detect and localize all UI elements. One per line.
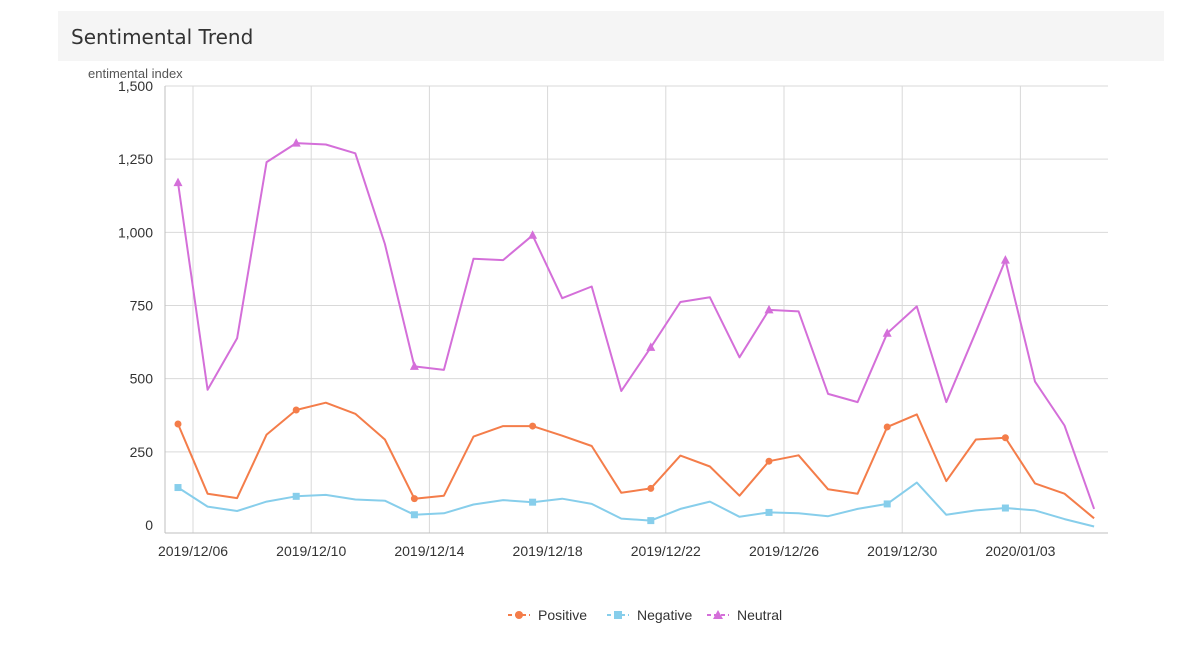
data-point-neutral (882, 328, 892, 337)
data-point-negative (1001, 504, 1009, 512)
x-tick-label: 2019/12/26 (749, 543, 819, 559)
legend-marker-triangle (713, 610, 723, 619)
x-tick-label: 2020/01/03 (985, 543, 1055, 559)
legend[interactable]: Positive Negative Neutral (508, 607, 782, 623)
y-tick-label: 250 (130, 444, 154, 460)
data-point-positive (410, 495, 418, 503)
series-line-neutral (177, 142, 1096, 510)
legend-label: Neutral (737, 607, 782, 623)
legend-item-negative[interactable]: Negative (607, 607, 692, 623)
legend-label: Negative (637, 607, 692, 623)
y-tick-label: 1,250 (118, 151, 153, 167)
legend-label: Positive (538, 607, 587, 623)
data-point-neutral (173, 177, 183, 187)
y-axis-label: entimental index (88, 66, 183, 81)
data-point-positive (174, 420, 182, 428)
data-point-neutral (1000, 255, 1010, 264)
data-point-negative (410, 511, 418, 519)
data-point-negative (647, 517, 655, 525)
x-tick-label: 2019/12/18 (513, 543, 583, 559)
grid (165, 85, 1108, 533)
data-point-neutral (409, 361, 419, 370)
data-point-negative (174, 484, 182, 492)
data-point-positive (292, 406, 300, 414)
y-tick-label: 500 (130, 371, 154, 387)
page-title: Sentimental Trend (71, 25, 254, 49)
y-tick-label: 750 (130, 298, 154, 314)
series-line-positive (177, 401, 1095, 520)
data-point-neutral (528, 230, 538, 239)
data-point-neutral (646, 342, 656, 351)
x-tick-label: 2019/12/14 (394, 543, 464, 559)
legend-marker-circle (515, 611, 523, 619)
series-line-negative (177, 481, 1095, 528)
x-axis: 2019/12/06 2019/12/10 2019/12/14 2019/12/18… (158, 532, 1108, 559)
y-axis: 0 250 500 750 1,000 1,250 1,500 (118, 78, 166, 533)
data-point-neutral (291, 138, 301, 147)
data-point-positive (1001, 434, 1009, 442)
data-point-neutral (764, 304, 774, 314)
data-point-negative (765, 508, 773, 516)
y-tick-label: 1,000 (118, 224, 153, 240)
panel-header: Sentimental Trend (58, 11, 1164, 61)
data-point-negative (529, 498, 537, 506)
legend-item-positive[interactable]: Positive (508, 607, 587, 623)
y-tick-label: 1,500 (118, 78, 153, 94)
data-point-positive (647, 484, 655, 492)
data-point-positive (765, 457, 773, 465)
x-tick-label: 2019/12/22 (631, 543, 701, 559)
data-point-negative (883, 500, 891, 508)
x-tick-label: 2019/12/06 (158, 543, 228, 559)
legend-marker-square (614, 611, 622, 619)
x-tick-label: 2019/12/30 (867, 543, 937, 559)
series-group (173, 138, 1096, 528)
y-tick-label: 0 (145, 517, 153, 533)
data-point-negative (292, 492, 300, 500)
data-point-positive (529, 422, 537, 430)
data-point-positive (883, 423, 891, 431)
x-tick-label: 2019/12/10 (276, 543, 346, 559)
legend-item-neutral[interactable]: Neutral (707, 607, 782, 623)
